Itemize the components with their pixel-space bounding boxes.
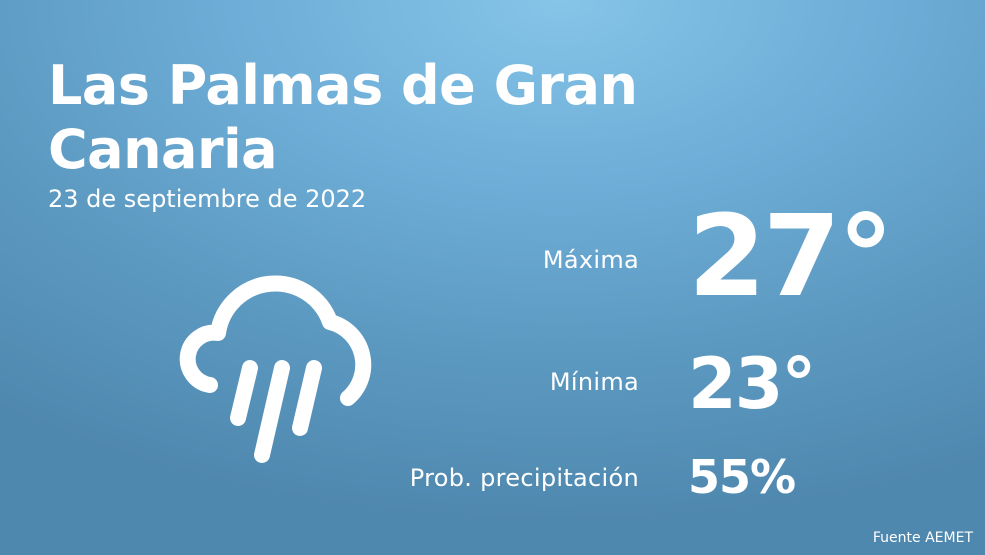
forecast-date: 23 de septiembre de 2022 [48,185,367,213]
precipitation-label: Prob. precipitación [409,464,639,492]
min-temp-value: 23° [688,343,816,425]
rain-cloud-icon [170,270,385,470]
precipitation-value: 55% [688,450,796,504]
max-temp-label: Máxima [542,246,639,274]
source-credit: Fuente AEMET [872,530,973,546]
max-temp-value: 27° [688,192,894,322]
min-temp-label: Mínima [549,368,639,396]
city-title: Las Palmas de Gran Canaria [48,54,638,181]
